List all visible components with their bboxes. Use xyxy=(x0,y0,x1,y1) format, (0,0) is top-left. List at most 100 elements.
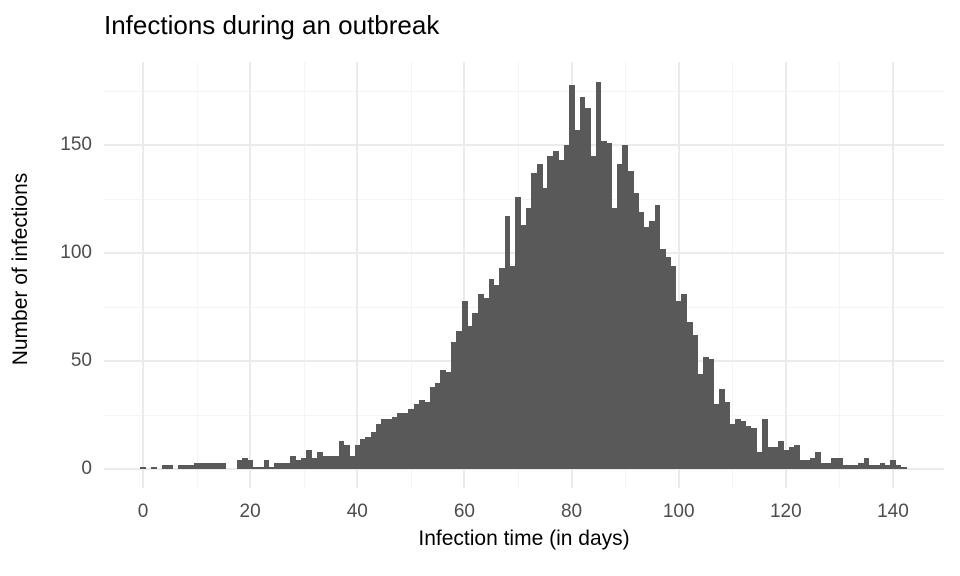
vertical-major-gridline xyxy=(891,62,894,488)
histogram-bar xyxy=(242,458,248,469)
histogram-bar xyxy=(809,458,816,469)
histogram-bar xyxy=(649,220,656,469)
histogram-bar xyxy=(268,466,275,469)
x-tick-label: 20 xyxy=(239,501,261,522)
histogram-bar xyxy=(526,207,532,469)
histogram-bar xyxy=(354,445,361,469)
histogram-bar xyxy=(204,462,211,469)
histogram-bar xyxy=(252,466,259,469)
horizontal-minor-gridline xyxy=(104,91,944,92)
histogram-bar xyxy=(895,464,902,469)
horizontal-major-gridline xyxy=(104,468,944,470)
histogram-bar xyxy=(477,294,484,469)
histogram-bar xyxy=(783,449,789,469)
histogram-bar xyxy=(274,462,281,469)
histogram-bar xyxy=(365,436,372,469)
histogram-bar xyxy=(236,460,243,469)
x-tick-label: 140 xyxy=(877,501,909,522)
x-tick-label: 40 xyxy=(346,501,368,522)
histogram-bar xyxy=(488,278,495,469)
histogram-bar xyxy=(333,456,339,469)
histogram-bar xyxy=(413,404,420,469)
vertical-major-gridline xyxy=(677,62,680,488)
histogram-bar xyxy=(777,440,784,469)
histogram-bar xyxy=(718,389,725,469)
x-tick-label: 100 xyxy=(662,501,695,522)
vertical-major-gridline xyxy=(249,62,252,488)
vertical-minor-gridline xyxy=(303,62,305,488)
histogram-bar xyxy=(343,445,350,469)
histogram-bar xyxy=(697,373,704,469)
histogram-bar xyxy=(659,248,666,469)
x-tick-label: 60 xyxy=(453,501,475,522)
x-axis-title: Infection time (in days) xyxy=(418,527,630,550)
histogram-bar xyxy=(665,257,672,469)
histogram-bar xyxy=(359,438,366,469)
histogram-bar xyxy=(890,460,897,469)
histogram-bar xyxy=(167,464,173,469)
histogram-bar xyxy=(868,464,875,469)
vertical-major-gridline xyxy=(463,62,466,488)
histogram-bar xyxy=(584,108,591,469)
histogram-bar xyxy=(193,462,200,469)
histogram-bar xyxy=(547,155,554,469)
histogram-bar xyxy=(284,462,291,469)
histogram-bar xyxy=(676,300,682,469)
histogram-bar xyxy=(874,464,881,469)
x-tick-label: 0 xyxy=(137,501,149,522)
plot-panel xyxy=(104,62,944,488)
histogram-bar xyxy=(708,358,714,469)
histogram-bar xyxy=(451,341,457,469)
histogram-bar xyxy=(279,462,286,469)
histogram-bar xyxy=(638,211,645,469)
histogram-bar xyxy=(601,140,607,469)
histogram-bar xyxy=(831,458,838,469)
vertical-minor-gridline xyxy=(196,62,198,488)
histogram-bar xyxy=(434,382,441,469)
histogram-bar xyxy=(804,460,811,469)
histogram-bar xyxy=(901,466,907,469)
histogram-bar xyxy=(879,462,886,469)
histogram-bar xyxy=(579,97,586,469)
y-tick-label: 150 xyxy=(60,134,92,155)
histogram-bar xyxy=(140,466,147,469)
histogram-bar xyxy=(681,294,688,469)
vertical-major-gridline xyxy=(784,62,787,488)
histogram-bar xyxy=(745,425,752,469)
y-tick-label: 100 xyxy=(60,242,92,263)
histogram-bar xyxy=(429,386,436,469)
histogram-bar xyxy=(836,458,843,469)
vertical-major-gridline xyxy=(142,62,144,488)
histogram-bar xyxy=(456,330,463,469)
horizontal-major-gridline xyxy=(104,144,944,146)
histogram-bar xyxy=(606,142,613,469)
histogram-bar xyxy=(568,84,575,469)
histogram-bar xyxy=(349,456,356,469)
histogram-bar xyxy=(247,460,254,469)
y-tick-label: 0 xyxy=(81,458,92,479)
horizontal-minor-gridline xyxy=(104,199,944,200)
histogram-bar xyxy=(499,268,506,469)
histogram-bar xyxy=(633,192,639,469)
histogram-bar xyxy=(729,423,736,469)
histogram-bar xyxy=(504,216,511,469)
histogram-bar xyxy=(756,451,763,469)
histogram-bar xyxy=(702,356,709,469)
histogram-bar xyxy=(552,151,559,469)
histogram-bar xyxy=(215,462,222,469)
histogram-bar xyxy=(670,265,677,469)
histogram-bar xyxy=(847,464,854,469)
histogram-bar xyxy=(327,456,334,469)
histogram-bar xyxy=(151,466,157,469)
histogram-bar xyxy=(820,462,827,469)
histogram-bar xyxy=(724,402,731,469)
histogram-bar xyxy=(472,313,479,469)
histogram-bar xyxy=(788,447,795,469)
histogram-bar xyxy=(563,145,570,469)
histogram-bar xyxy=(402,412,409,469)
histogram-bar xyxy=(622,145,629,469)
histogram-bar xyxy=(815,451,822,469)
histogram-bar xyxy=(381,419,388,469)
histogram-bar xyxy=(461,300,468,469)
histogram-bar xyxy=(317,451,323,469)
